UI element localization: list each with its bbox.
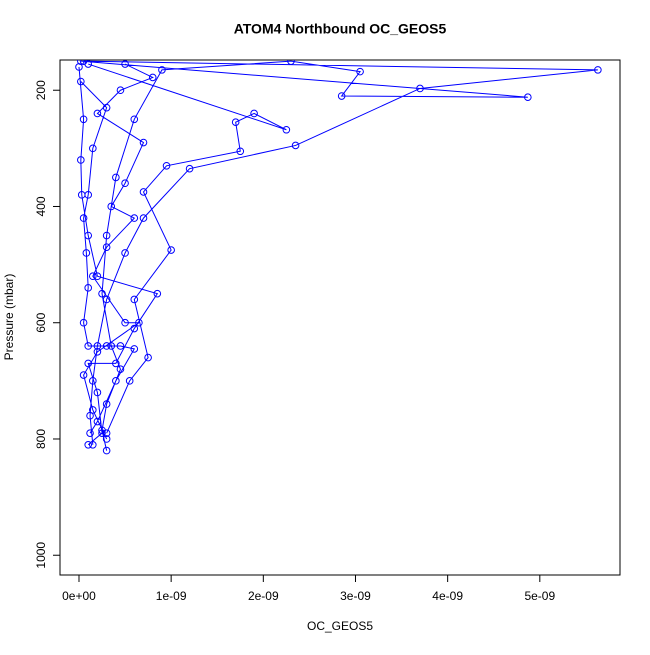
y-axis-label: Pressure (mbar) — [2, 274, 16, 361]
data-point — [102, 295, 111, 304]
data-point — [139, 188, 148, 196]
data-point — [102, 231, 111, 240]
data-point — [79, 115, 88, 124]
data-point — [337, 92, 346, 100]
data-point — [112, 359, 120, 368]
y-tick-label: 600 — [34, 312, 48, 332]
x-tick-label: 0e+00 — [62, 589, 96, 603]
data-point — [121, 249, 129, 257]
x-tick-label: 4e-09 — [432, 589, 463, 603]
data-point — [98, 429, 106, 437]
data-point — [594, 66, 602, 74]
data-point — [112, 173, 120, 182]
data-point — [84, 284, 93, 292]
series-line — [78, 60, 598, 451]
data-point — [107, 202, 116, 211]
data-point — [102, 400, 111, 408]
data-point — [79, 371, 88, 379]
data-point — [139, 138, 148, 147]
data-point — [93, 417, 102, 426]
y-tick-label: 1000 — [34, 542, 48, 569]
data-point — [158, 66, 166, 74]
data-point — [79, 318, 88, 327]
y-tick-label: 400 — [34, 196, 48, 216]
data-point — [116, 342, 125, 350]
data-point — [84, 440, 93, 449]
data-point — [102, 429, 111, 437]
data-point — [144, 353, 152, 362]
plot-frame — [59, 59, 621, 576]
data-point — [93, 272, 102, 281]
data-point — [82, 249, 91, 257]
data-point — [89, 440, 97, 449]
data-point — [116, 86, 125, 95]
data-point — [93, 347, 102, 356]
data-point — [102, 103, 111, 112]
data-point — [84, 359, 93, 368]
x-tick-label: 2e-09 — [248, 589, 279, 603]
data-point — [102, 342, 111, 350]
data-point — [75, 63, 83, 71]
data-point — [250, 109, 258, 118]
y-tick-label: 800 — [34, 429, 48, 449]
data-point — [135, 318, 143, 327]
data-point — [130, 214, 139, 222]
data-point — [231, 118, 240, 126]
data-point — [287, 60, 295, 65]
x-tick-label: 1e-09 — [156, 589, 187, 603]
data-point — [84, 231, 93, 240]
data-point — [167, 246, 175, 254]
data-point — [524, 93, 532, 102]
data-point — [93, 109, 102, 118]
data-point — [102, 446, 111, 455]
data-point — [153, 289, 162, 298]
data-point — [77, 191, 86, 199]
data-point — [139, 214, 148, 222]
data-point — [282, 125, 291, 134]
x-tick-label: 3e-09 — [340, 589, 371, 603]
data-point — [356, 67, 364, 76]
data-point — [89, 272, 97, 281]
data-point — [79, 214, 88, 222]
data-point — [162, 161, 171, 170]
data-point — [112, 377, 120, 385]
data-point — [93, 342, 102, 350]
data-point — [102, 243, 111, 251]
data-point — [89, 144, 97, 153]
data-point — [86, 429, 94, 437]
data-point — [121, 318, 129, 327]
data-point — [84, 60, 93, 68]
data-point — [84, 342, 93, 350]
data-point — [416, 84, 424, 93]
data-point — [185, 164, 194, 173]
data-point — [125, 377, 134, 385]
data-point — [89, 406, 97, 414]
plot-area — [75, 60, 602, 455]
x-tick-label: 5e-09 — [524, 589, 555, 603]
data-point — [77, 156, 85, 164]
data-point — [236, 147, 245, 156]
data-point — [291, 141, 300, 150]
data-point — [77, 77, 85, 86]
data-point — [121, 179, 129, 188]
data-point — [107, 342, 116, 350]
data-point — [130, 324, 139, 333]
data-point — [89, 377, 97, 385]
data-point — [130, 345, 139, 353]
y-tick-label: 200 — [34, 80, 48, 100]
data-point — [116, 365, 125, 374]
data-point — [148, 73, 157, 82]
data-point — [102, 435, 111, 443]
data-point — [121, 60, 129, 68]
data-point — [98, 289, 106, 298]
chart-title: ATOM4 Northbound OC_GEOS5 — [234, 21, 447, 37]
x-axis-label: OC_GEOS5 — [307, 619, 373, 633]
data-point — [130, 295, 139, 304]
data-point — [130, 115, 139, 124]
data-point — [93, 388, 102, 397]
